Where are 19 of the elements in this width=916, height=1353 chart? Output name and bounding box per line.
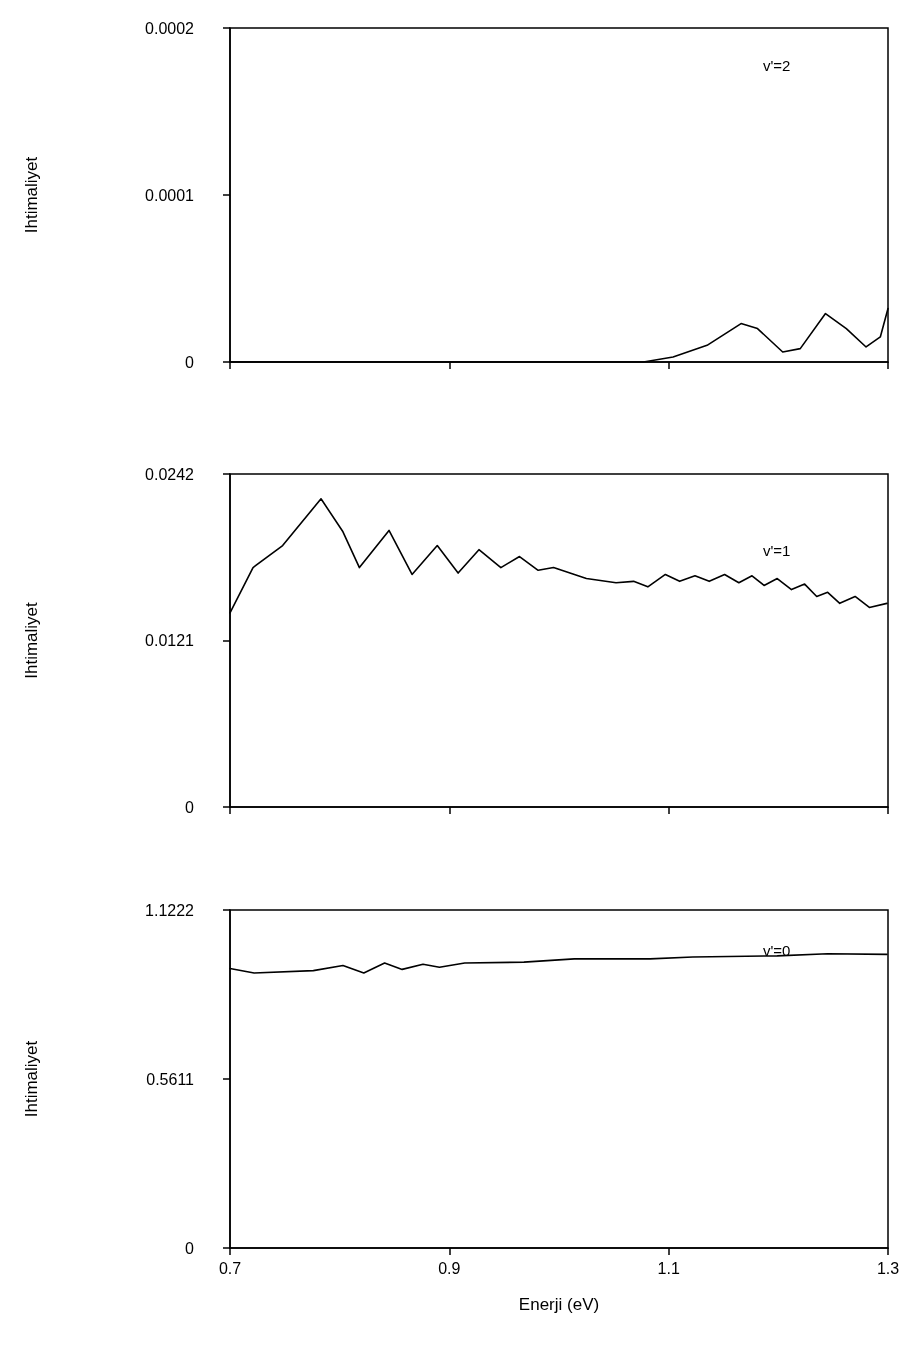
x-axis-title: Enerji (eV)	[518, 1295, 600, 1314]
y-tick-label: 0	[185, 1239, 195, 1257]
y-tick-label: 0.0002	[145, 19, 195, 37]
y-tick-label: 0	[185, 798, 195, 816]
y-tick-label: 0.0242	[145, 465, 195, 483]
x-tick-label: 0.9	[438, 1259, 461, 1277]
annotation: v'=2	[763, 57, 791, 74]
annotation: v'=1	[763, 542, 791, 559]
y-tick-label: 1.1222	[145, 901, 195, 919]
x-tick-label: 1.3	[876, 1259, 900, 1277]
y-axis-title: Ihtimaliyet	[22, 156, 41, 234]
y-axis-title: Ihtimaliyet	[22, 601, 41, 679]
y-tick-label: 0.0121	[145, 632, 195, 649]
y-tick-label: 0.5611	[146, 1070, 195, 1088]
x-tick-label: 0.7	[218, 1259, 242, 1277]
y-tick-label: 0	[185, 353, 195, 371]
y-axis-title: Ihtimaliyet	[22, 1040, 41, 1118]
y-tick-label: 0.0001	[145, 186, 195, 204]
x-tick-label: 1.1	[657, 1259, 680, 1277]
